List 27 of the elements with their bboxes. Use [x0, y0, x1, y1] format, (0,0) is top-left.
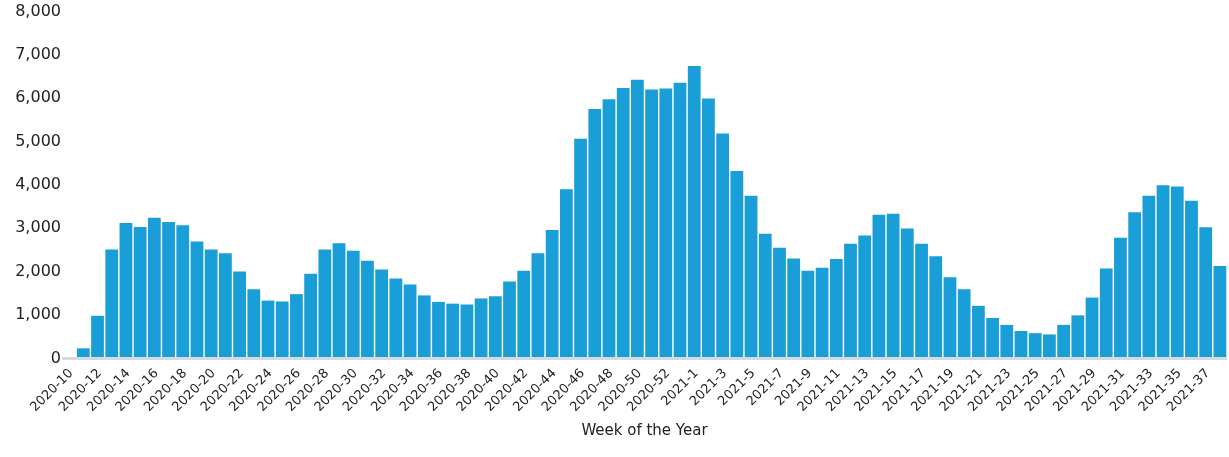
bar	[673, 82, 687, 357]
y-tick-label: 3,000	[15, 217, 61, 237]
y-tick-label: 4,000	[15, 174, 61, 194]
y-tick-label: 2,000	[15, 260, 61, 280]
bar	[261, 300, 275, 357]
bar	[744, 195, 758, 357]
y-tick-label: 6,000	[15, 87, 61, 107]
bar	[119, 222, 133, 357]
bar	[815, 267, 829, 357]
bar	[1085, 297, 1099, 357]
bar	[403, 284, 417, 357]
bar	[1014, 330, 1028, 357]
y-tick-label: 7,000	[15, 43, 61, 63]
bar	[872, 214, 886, 357]
bar	[602, 99, 616, 357]
bar	[332, 243, 346, 357]
bar	[1156, 185, 1170, 357]
y-tick-label: 0	[50, 347, 61, 367]
y-tick-label: 5,000	[15, 130, 61, 150]
bar	[531, 253, 545, 357]
bar	[190, 241, 204, 357]
bar	[1213, 265, 1227, 357]
bar	[460, 304, 474, 357]
x-axis-title: Week of the Year	[581, 421, 709, 440]
y-tick-label: 1,000	[15, 304, 61, 324]
y-tick-label: 8,000	[15, 0, 61, 20]
bar	[943, 277, 957, 357]
